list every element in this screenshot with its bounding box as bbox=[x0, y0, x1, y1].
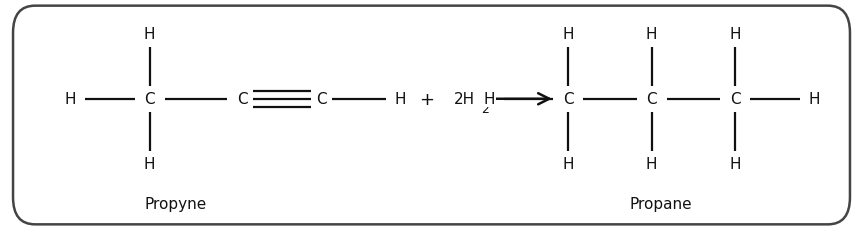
Text: H: H bbox=[730, 27, 741, 42]
Text: C: C bbox=[730, 92, 740, 107]
Text: 2H: 2H bbox=[454, 92, 475, 107]
Text: H: H bbox=[144, 157, 155, 171]
Text: C: C bbox=[144, 92, 154, 107]
Text: H: H bbox=[563, 157, 574, 171]
Text: H: H bbox=[395, 92, 406, 107]
Text: H: H bbox=[646, 27, 658, 42]
Text: C: C bbox=[646, 92, 657, 107]
Text: H: H bbox=[483, 92, 494, 107]
Text: C: C bbox=[316, 92, 327, 107]
Text: H: H bbox=[730, 157, 741, 171]
Text: Propyne: Propyne bbox=[145, 196, 207, 211]
Text: 2: 2 bbox=[481, 103, 488, 116]
Text: H: H bbox=[646, 157, 658, 171]
Text: H: H bbox=[563, 27, 574, 42]
Text: +: + bbox=[419, 90, 435, 108]
Text: Propane: Propane bbox=[629, 196, 692, 211]
Text: C: C bbox=[563, 92, 573, 107]
Text: H: H bbox=[144, 27, 155, 42]
Text: C: C bbox=[236, 92, 248, 107]
Text: H: H bbox=[809, 92, 821, 107]
Text: H: H bbox=[65, 92, 76, 107]
